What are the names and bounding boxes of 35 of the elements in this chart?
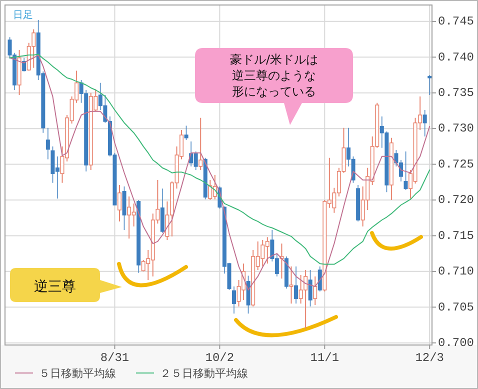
candlestick <box>232 286 236 314</box>
y-tick-label: 0.745 <box>438 14 474 29</box>
candlestick <box>246 275 250 314</box>
candlestick <box>422 110 427 137</box>
annotation: 逆三尊 <box>34 279 76 295</box>
candlestick <box>404 150 408 190</box>
x-tick-label: 8/31 <box>100 351 130 365</box>
y-tick-label: 0.725 <box>438 157 474 172</box>
y-tick-label: 0.740 <box>438 50 474 64</box>
text: 日足 <box>13 10 33 21</box>
y-tick-label: 0.735 <box>438 86 474 100</box>
candlestick <box>318 266 322 292</box>
candlestick <box>428 74 432 96</box>
legend-label: ２５日移動平均線 <box>160 367 248 380</box>
y-tick-label: 0.705 <box>438 300 474 314</box>
x-tick-label: 11/1 <box>310 351 340 365</box>
x-tick-label: 10/2 <box>205 351 234 365</box>
y-tick-label: 0.700 <box>438 336 474 350</box>
candlestick <box>118 184 122 222</box>
candlestick <box>308 270 312 307</box>
candlestick <box>46 127 50 160</box>
candlestick <box>184 125 188 140</box>
y-tick-label: 0.730 <box>438 122 474 136</box>
candlestick <box>289 266 294 304</box>
legend-label: ５日移動平均線 <box>39 367 116 380</box>
y-tick-label: 0.720 <box>438 193 474 208</box>
y-tick-label: 0.710 <box>438 264 474 279</box>
candlestick <box>198 117 203 170</box>
candlestick <box>294 266 298 304</box>
candlestick <box>160 188 164 234</box>
y-tick-label: 0.715 <box>438 228 474 243</box>
candlestick <box>313 276 318 306</box>
annotation: 豪ドル/米ドルは逆三尊のような形になっている <box>230 52 318 98</box>
x-tick-label: 12/3 <box>415 351 444 365</box>
candlestick <box>122 186 126 230</box>
